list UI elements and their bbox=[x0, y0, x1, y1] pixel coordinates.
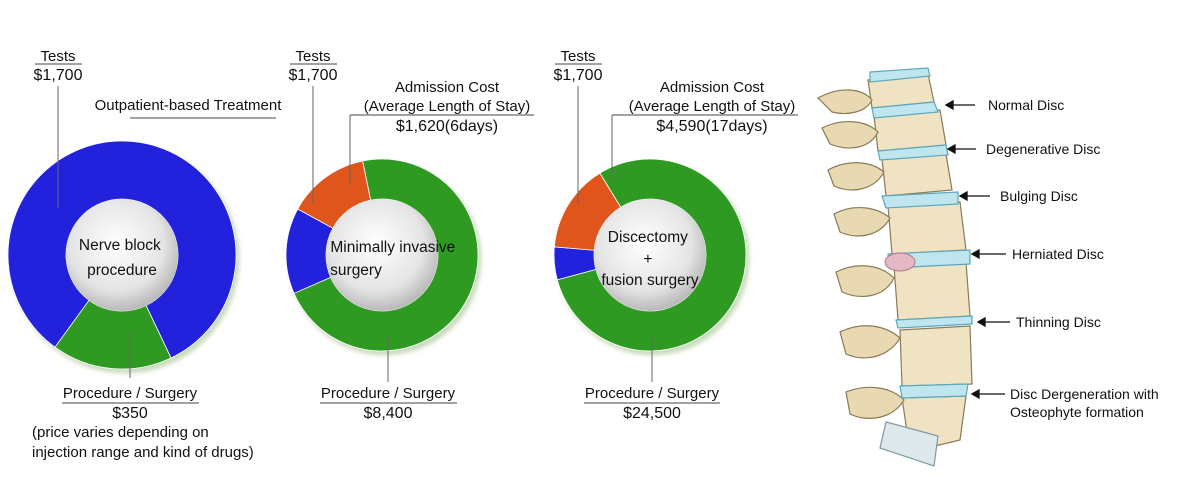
chart-3-tests-label: Tests bbox=[560, 48, 595, 65]
spine-label-osteophyte-line2: Osteophyte formation bbox=[1010, 404, 1144, 420]
chart-1-center-disc bbox=[66, 199, 178, 311]
chart-3-slices bbox=[553, 158, 747, 352]
spine-label-herniated: Herniated Disc bbox=[1012, 246, 1104, 262]
disc-top bbox=[869, 67, 931, 83]
disc-degenerative bbox=[877, 144, 949, 161]
chart-3-admission-subtitle: (Average Length of Stay) bbox=[629, 98, 796, 115]
chart-1-procedure-note-line1: (price varies depending on bbox=[32, 424, 209, 441]
spine-label-degenerative: Degenerative Disc bbox=[986, 141, 1100, 157]
chart-1-slices bbox=[7, 140, 237, 370]
chart-1-procedure-label: Procedure / Surgery bbox=[63, 385, 198, 402]
disc-thinning bbox=[895, 315, 973, 329]
chart-3-procedure-label: Procedure / Surgery bbox=[585, 385, 720, 402]
chart-3-tests-value: $1,700 bbox=[554, 67, 603, 84]
chart-2-center-disc bbox=[326, 199, 438, 311]
chart-2-tests-label: Tests bbox=[295, 48, 330, 65]
spine-callouts bbox=[944, 99, 1010, 400]
donut-chart-nerve-block: Nerve block procedure Tests $1,700 Outpa… bbox=[7, 48, 283, 461]
chart-2-admission-value: $1,620(6days) bbox=[396, 118, 498, 135]
donut-chart-discectomy-fusion: Discectomy + fusion surgery Tests $1,700… bbox=[554, 48, 798, 422]
chart-3-admission-value: $4,590(17days) bbox=[656, 118, 767, 135]
chart-1-procedure-value: $350 bbox=[112, 405, 148, 422]
chart-2-procedure-value: $8,400 bbox=[364, 405, 413, 422]
disc-bulging bbox=[881, 191, 959, 209]
disc-normal bbox=[871, 101, 939, 119]
chart-1-procedure-note-line2: injection range and kind of drugs) bbox=[32, 444, 254, 461]
chart-3-admission-title: Admission Cost bbox=[660, 79, 765, 96]
spine-label-osteophyte-line1: Disc Dergeneration with bbox=[1010, 386, 1159, 402]
disc-osteophyte bbox=[899, 383, 969, 399]
chart-2-admission-title: Admission Cost bbox=[395, 79, 500, 96]
lumbar-spine-illustration: Normal Disc Degenerative Disc Bulging Di… bbox=[817, 67, 1159, 467]
chart-1-tests-value: $1,700 bbox=[34, 67, 83, 84]
chart-1-center-label: Nerve block procedure bbox=[79, 237, 165, 279]
chart-1-tests-label: Tests bbox=[40, 48, 75, 65]
donut-chart-minimally-invasive: Minimally invasive surgery Tests $1,700 … bbox=[285, 48, 534, 422]
chart-3-center-label: Discectomy + fusion surgery bbox=[601, 229, 699, 289]
vertebral-bodies bbox=[867, 73, 973, 467]
chart-2-admission-subtitle: (Average Length of Stay) bbox=[364, 98, 531, 115]
herniation-bulge bbox=[884, 252, 916, 272]
chart-1-slice-tests bbox=[7, 140, 237, 359]
chart-2-procedure-label: Procedure / Surgery bbox=[321, 385, 456, 402]
chart-1-outpatient-note: Outpatient-based Treatment bbox=[95, 97, 283, 114]
spine-label-normal: Normal Disc bbox=[988, 97, 1064, 113]
chart-2-center-label: Minimally invasive surgery bbox=[330, 239, 459, 279]
chart-3-procedure-value: $24,500 bbox=[623, 405, 681, 422]
posterior-processes bbox=[817, 89, 905, 419]
chart-2-slices bbox=[285, 158, 479, 352]
spine-label-thinning: Thinning Disc bbox=[1016, 314, 1101, 330]
chart-3-center-disc bbox=[594, 199, 706, 311]
spine-label-bulging: Bulging Disc bbox=[1000, 188, 1078, 204]
chart-2-tests-value: $1,700 bbox=[289, 67, 338, 84]
